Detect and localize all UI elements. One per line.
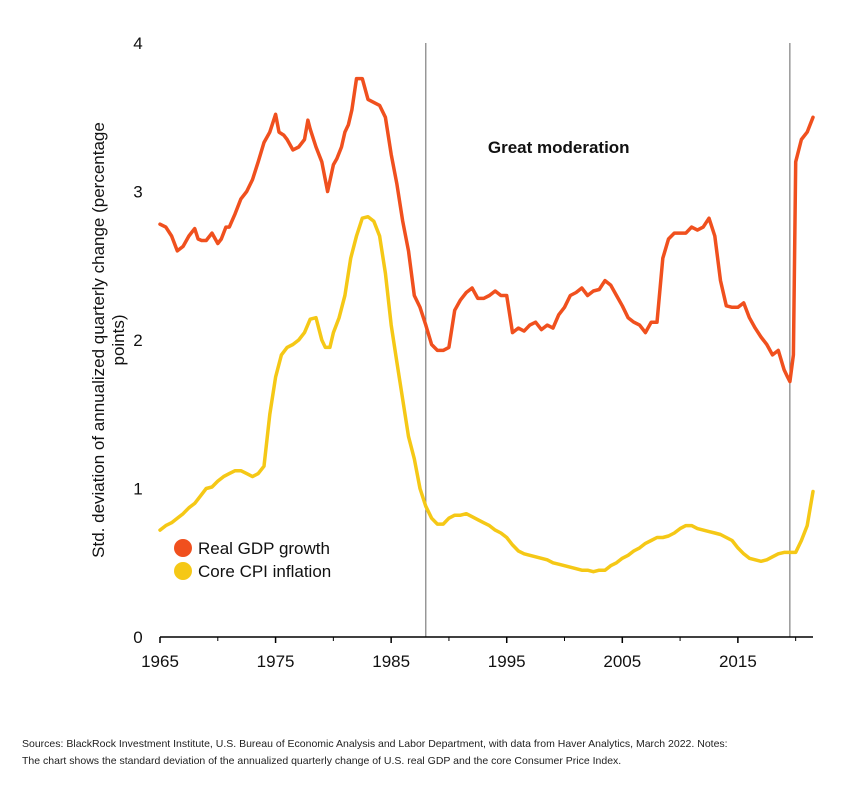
annotation-great-moderation: Great moderation [488,138,630,157]
vertical-lines [425,43,791,637]
legend: Real GDP growth Core CPI inflation [174,539,331,581]
series-lines [158,76,815,574]
y-tick-label: 4 [133,34,142,53]
legend-label-1: Core CPI inflation [198,562,331,581]
x-tick-label: 1965 [141,652,179,671]
axes: 1965 1975 1985 1995 2005 2015 0 1 2 3 4 [133,34,813,671]
legend-marker-1 [174,562,192,580]
x-tick-label: 2015 [719,652,757,671]
notes-line-1: Sources: BlackRock Investment Institute,… [22,738,728,750]
y-tick-label: 2 [133,331,142,350]
y-axis-title: Std. deviation of annualized quarterly c… [89,122,128,558]
y-tick-label: 0 [133,628,142,647]
y-tick-label: 3 [133,183,142,202]
y-axis-label: Std. deviation of annualized quarterly c… [89,122,128,558]
series-line-0 [158,76,815,384]
notes-line-2: The chart shows the standard deviation o… [22,755,622,767]
legend-marker-0 [174,539,192,557]
legend-label-0: Real GDP growth [198,539,330,558]
chart: Std. deviation of annualized quarterly c… [89,34,815,671]
x-tick-label: 1975 [257,652,295,671]
x-tick-label: 1995 [488,652,526,671]
source-notes: Sources: BlackRock Investment Institute,… [22,736,842,770]
x-tick-label: 2005 [603,652,641,671]
series-line-1 [158,214,815,574]
x-tick-label: 1985 [372,652,410,671]
y-tick-label: 1 [133,480,142,499]
